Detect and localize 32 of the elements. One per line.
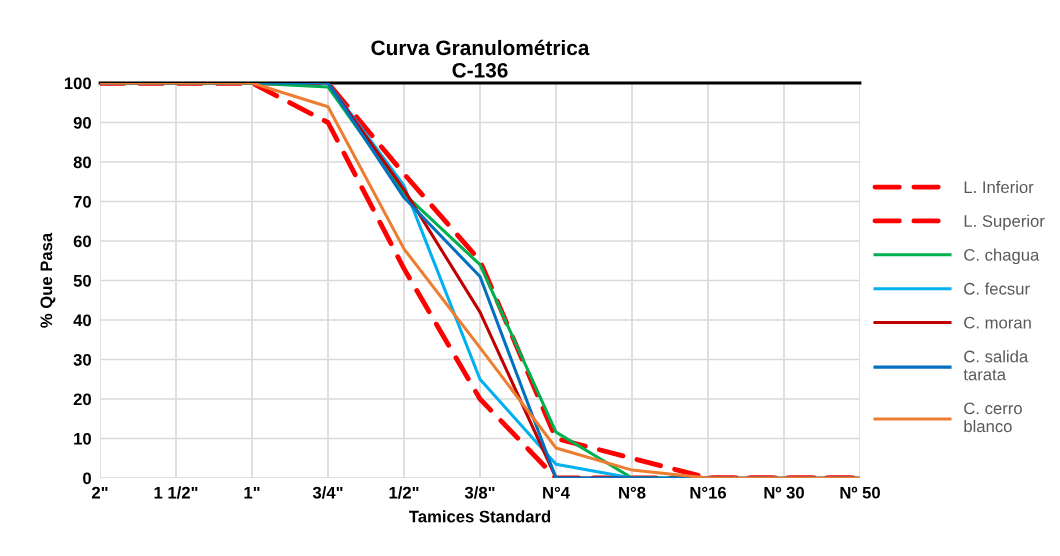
legend-label: C. cerro blanco xyxy=(964,402,1022,433)
legend-label: C. fecsur xyxy=(964,282,1030,295)
y-tick-label: 0 xyxy=(83,472,91,485)
legend-label: L. Inferior xyxy=(964,180,1034,194)
legend-label: C. salida tarata xyxy=(963,350,1029,381)
x-tick-label: Nº 30 xyxy=(764,486,804,499)
y-tick-label: 40 xyxy=(73,314,91,327)
legend-label: C. moran xyxy=(964,316,1031,329)
x-tick-label: 3/4" xyxy=(312,486,343,499)
x-tick-label: N°4 xyxy=(543,486,570,499)
x-tick-label: 2" xyxy=(91,486,108,499)
x-tick-label: N°8 xyxy=(619,486,646,499)
y-tick-label: 80 xyxy=(73,156,91,169)
y-tick-label: 50 xyxy=(73,274,91,287)
y-tick-label: 90 xyxy=(73,116,91,129)
x-axis-title: Tamices Standard xyxy=(409,510,551,523)
y-tick-label: 100 xyxy=(64,77,91,90)
legend-label: L. Superior xyxy=(964,214,1045,231)
y-tick-label: 10 xyxy=(74,432,91,445)
y-axis-title: % Que Pasa xyxy=(40,232,56,328)
x-tick-label: 1 1/2" xyxy=(154,486,198,499)
x-tick-label: 1/2" xyxy=(389,486,419,499)
y-tick-label: 70 xyxy=(73,195,91,208)
x-tick-label: 1" xyxy=(244,486,260,499)
x-tick-label: N°16 xyxy=(690,486,727,499)
y-tick-label: 60 xyxy=(73,235,91,248)
legend-label: C. chagua xyxy=(964,248,1040,265)
x-tick-label: 3/8" xyxy=(464,486,495,499)
y-tick-label: 30 xyxy=(73,353,91,366)
chart-title: Curva Granulométrica C-136 xyxy=(371,39,590,78)
x-tick-label: Nº 50 xyxy=(840,486,880,499)
y-tick-label: 20 xyxy=(73,393,91,406)
